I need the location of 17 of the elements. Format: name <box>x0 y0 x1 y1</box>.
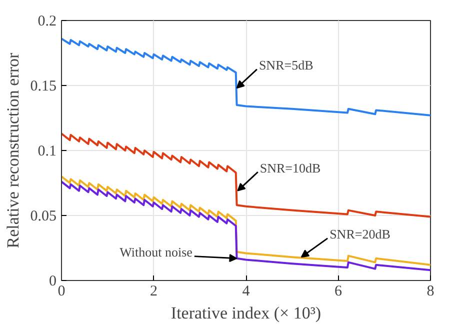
x-tick-label: 4 <box>242 284 250 300</box>
line-series <box>62 132 430 218</box>
line-series <box>62 38 430 116</box>
annotation: SNR=10dB <box>260 160 321 176</box>
y-axis-title: Relative reconstruction error <box>3 52 22 248</box>
x-tick-label: 8 <box>426 284 434 300</box>
x-tick-label: 6 <box>334 284 342 300</box>
y-tick-label: 0.2 <box>38 14 56 30</box>
annotation: SNR=5dB <box>258 58 314 73</box>
y-tick-label: 0.15 <box>30 78 56 94</box>
annotation: Without noise <box>120 244 193 260</box>
y-tick-label: 0.05 <box>30 208 56 224</box>
x-axis-title: Iterative index (× 10³) <box>170 304 322 322</box>
annotation: SNR=20dB <box>330 226 391 242</box>
x-tick-label: 2 <box>150 284 158 300</box>
y-tick-label: 0 <box>49 274 56 290</box>
y-tick-label: 0.1 <box>38 144 56 160</box>
